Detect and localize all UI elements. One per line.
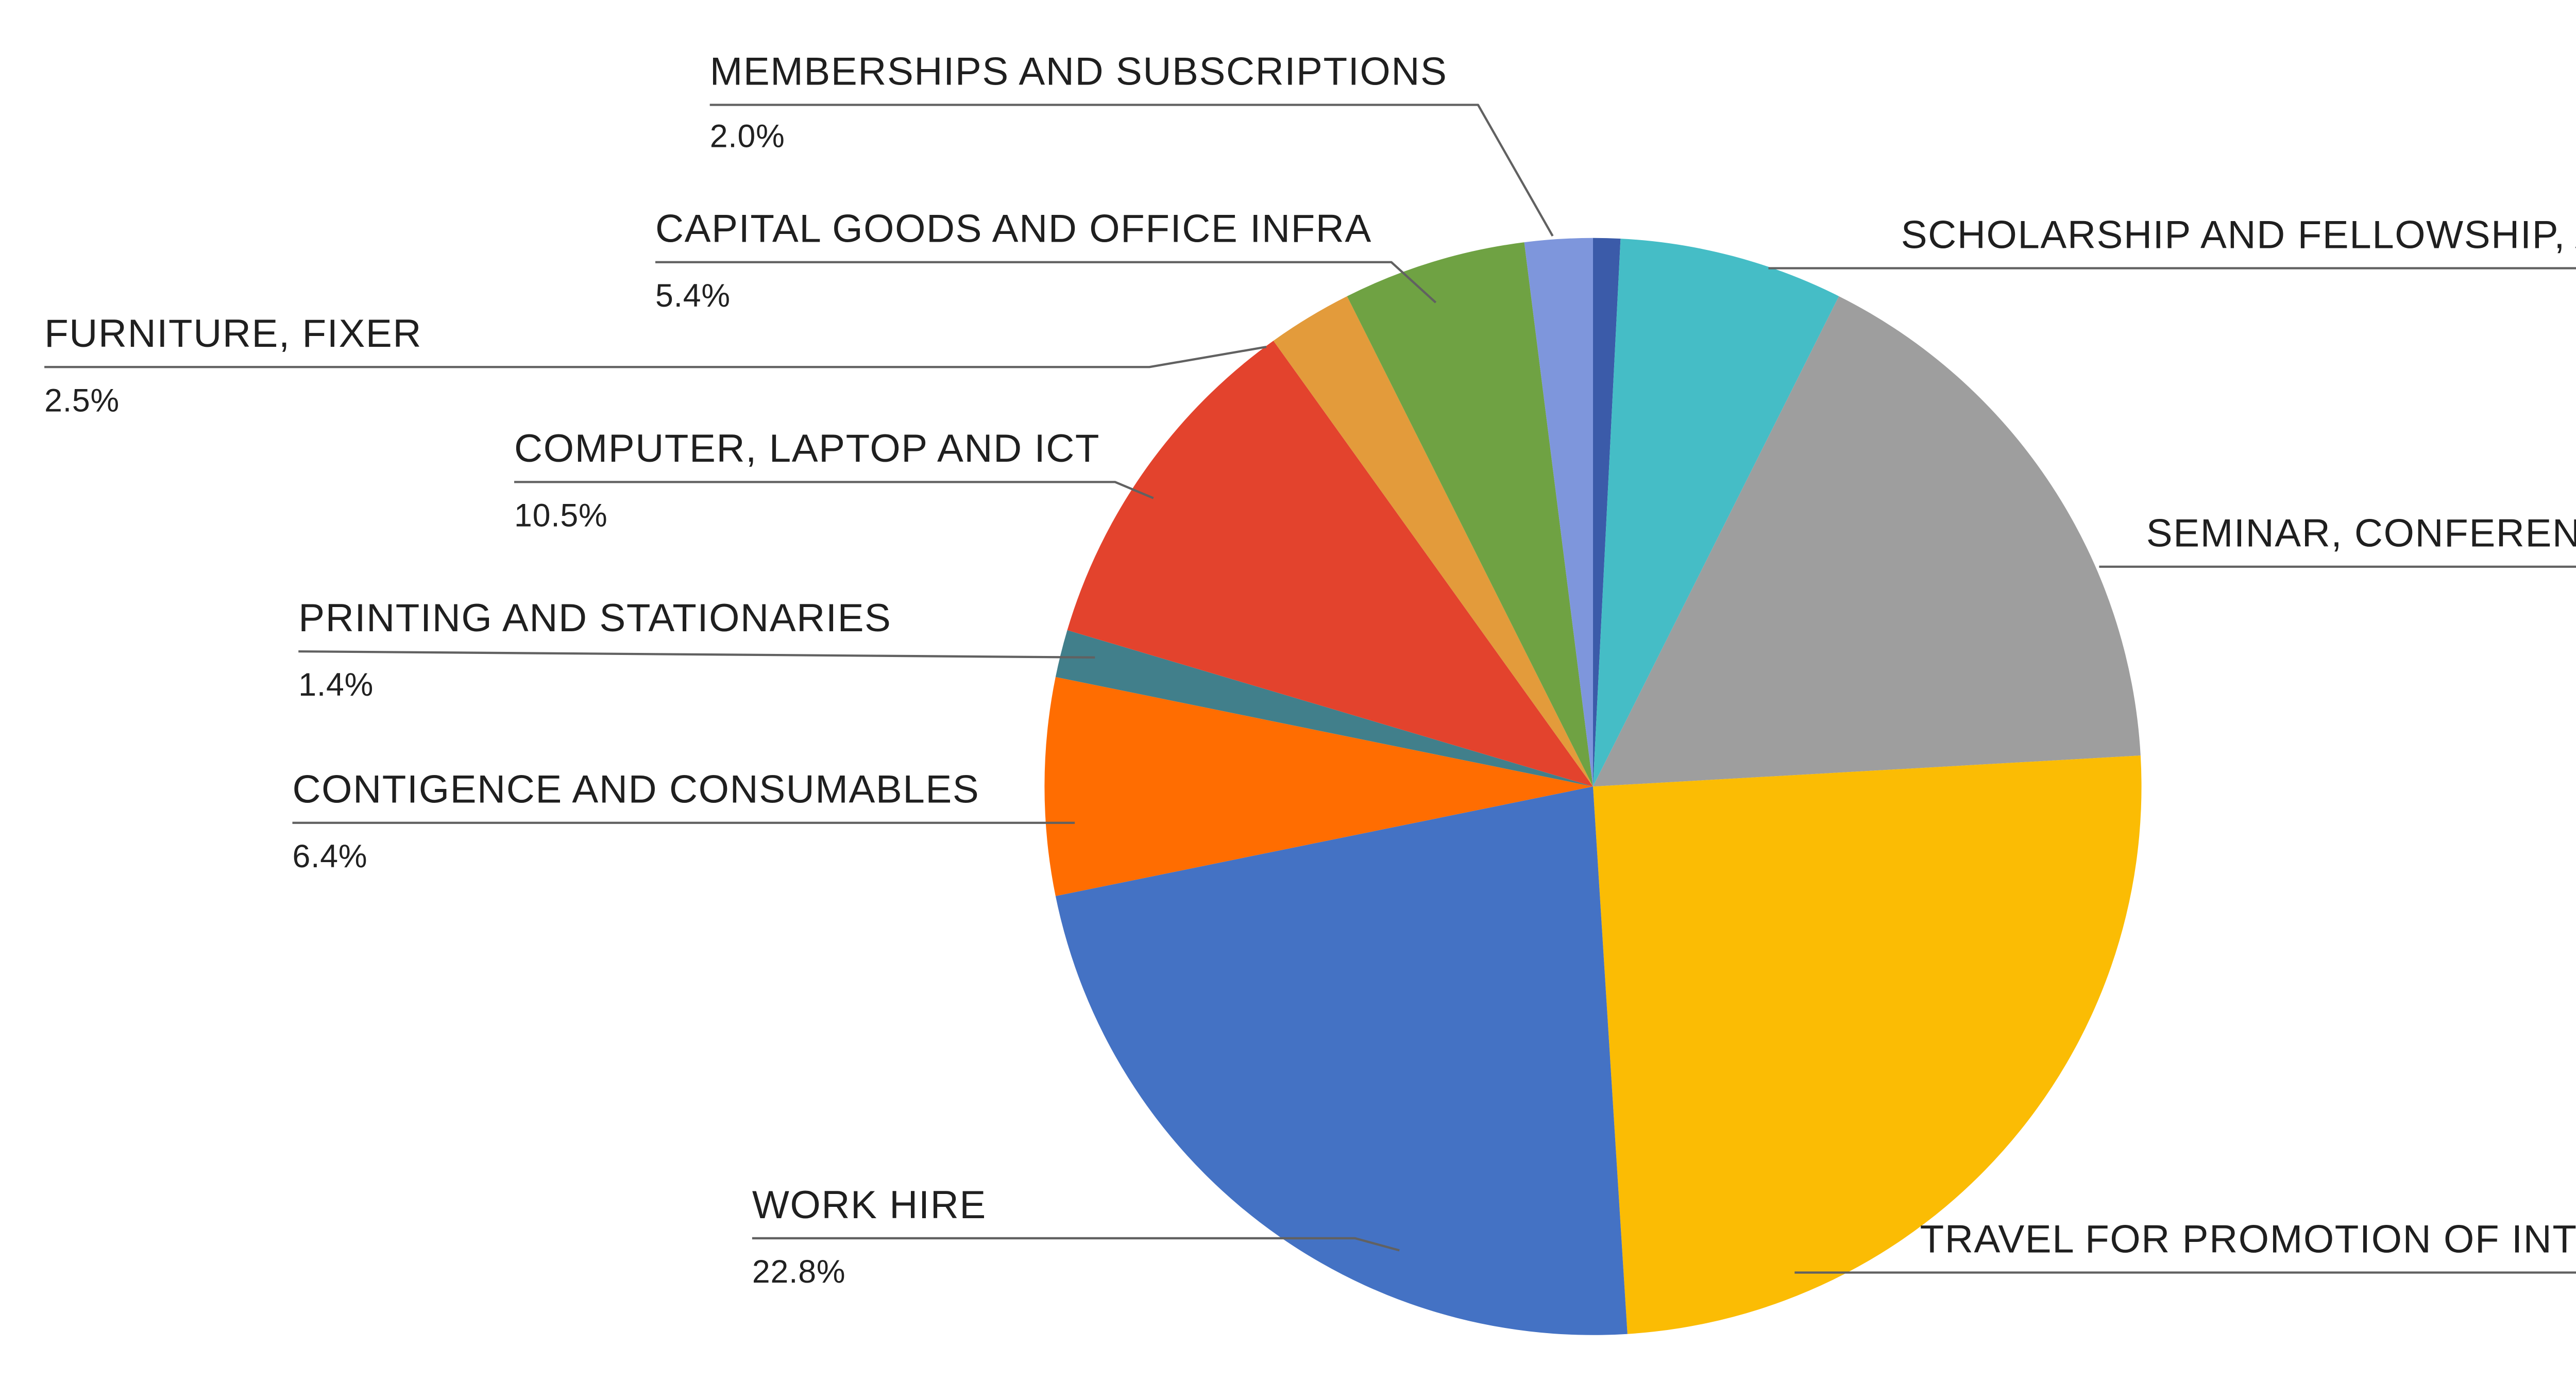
- pie-slice-10: [1524, 238, 1593, 787]
- slice-label-8: FURNITURE, FIXER: [44, 312, 422, 356]
- pie-slice-2: [1592, 296, 2141, 787]
- leader-line-6: [298, 650, 1095, 659]
- pie-slice-6: [1055, 630, 1593, 787]
- slice-percent-6: 1.4%: [298, 667, 374, 703]
- pie-slice-9: [1347, 242, 1593, 787]
- pie-slice-7: [1067, 341, 1593, 787]
- pie-slice-1: [1592, 239, 1839, 787]
- slice-percent-8: 2.5%: [44, 382, 120, 418]
- pie-slice-5: [1044, 677, 1593, 896]
- slice-label-9: CAPITAL GOODS AND OFFICE INFRA: [655, 207, 1372, 251]
- leader-line-4: [752, 1237, 1400, 1252]
- slice-label-7: COMPUTER, LAPTOP AND ICT: [514, 427, 1100, 470]
- leader-line-8: [44, 346, 1267, 368]
- slice-label-10: MEMBERSHIPS AND SUBSCRIPTIONS: [710, 49, 1448, 93]
- pie-slice-3: [1592, 755, 2142, 1334]
- slice-percent-10: 2.0%: [710, 119, 785, 155]
- slice-percent-4: 22.8%: [752, 1254, 845, 1290]
- pie-slice-0-unlabeled: [1592, 238, 1621, 787]
- slice-label-3: TRAVEL FOR PROMOTION OF INTERNATIONAL RE…: [1920, 1217, 2576, 1261]
- leader-line-10: [709, 104, 1554, 237]
- leader-line-7: [514, 481, 1154, 499]
- slice-label-5: CONTIGENCE AND CONSUMABLES: [293, 768, 980, 812]
- pie-slice-4: [1055, 786, 1628, 1335]
- pie-slice-8: [1273, 296, 1593, 787]
- slice-label-1: SCHOLARSHIP AND FELLOWSHIP, AWARDS, REWA…: [1901, 213, 2576, 257]
- slice-percent-7: 10.5%: [514, 497, 607, 533]
- slice-label-6: PRINTING AND STATIONARIES: [298, 596, 891, 640]
- slice-label-4: WORK HIRE: [752, 1183, 987, 1227]
- slice-label-2: SEMINAR, CONFERENCE, EVENTS AND DELE...: [2146, 512, 2576, 556]
- slice-percent-9: 5.4%: [655, 278, 731, 314]
- leader-line-9: [655, 261, 1437, 304]
- slice-percent-5: 6.4%: [293, 838, 368, 874]
